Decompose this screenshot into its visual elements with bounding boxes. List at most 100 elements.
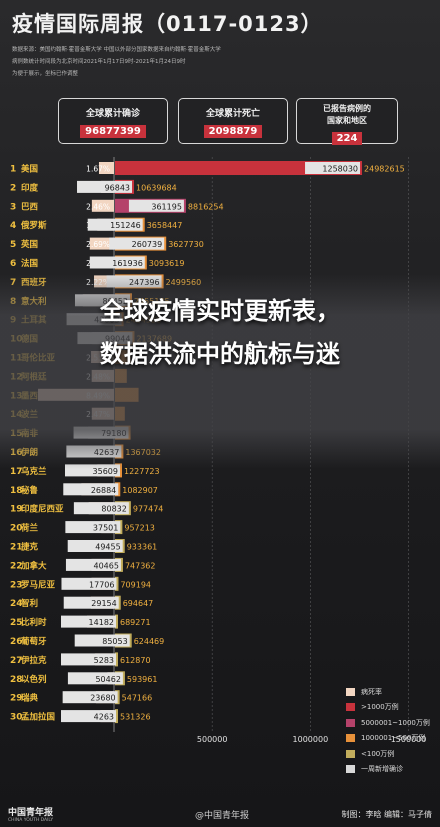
headline-overlay xyxy=(0,273,440,469)
cumulative-label: 24982615 xyxy=(364,165,405,174)
weekly-new-label: 26884 xyxy=(91,486,116,495)
weekly-new-label-bg xyxy=(67,672,123,685)
cumulative-label: 612870 xyxy=(120,656,151,665)
x-tick-label: 1500000 xyxy=(391,735,427,744)
country-label: 印度尼西亚 xyxy=(21,504,64,515)
weekly-new-label-bg xyxy=(74,634,130,647)
cumulative-label: 593961 xyxy=(127,675,158,684)
weekly-new-label-bg xyxy=(61,710,116,723)
legend-item: 1000001~500万例 xyxy=(346,731,430,747)
fatality-rate-label: 2.46% xyxy=(86,202,110,211)
rank-label: 25 xyxy=(10,618,23,628)
cumulative-label: 531326 xyxy=(120,713,151,722)
fatality-rate-bar xyxy=(89,237,114,250)
period-note: 病例数统计时间段为北京时间2021年1月17日9时-2021年1月24日9时 xyxy=(12,59,186,65)
rank-label: 26 xyxy=(10,637,23,647)
cumulative-label: 547166 xyxy=(122,694,153,703)
weekly-new-label: 161936 xyxy=(112,259,143,268)
country-label: 捷克 xyxy=(21,542,39,553)
legend-label: >1000万例 xyxy=(361,703,399,712)
cumulative-label: 624469 xyxy=(134,637,165,646)
cumulative-label: 10639684 xyxy=(136,183,177,192)
rank-label: 24 xyxy=(10,599,23,609)
weekly-new-label-bg xyxy=(65,558,121,571)
weekly-new-label: 4263 xyxy=(94,713,114,722)
cumulative-label: 933361 xyxy=(127,543,158,552)
page-title: 疫情国际周报（0117-0123） xyxy=(12,12,323,36)
weekly-new-label-bg xyxy=(305,162,361,174)
source-note: 数据来源：美国约翰斯·霍普金斯大学 中国以外部分国家数据来自约翰斯·霍普金斯大学 xyxy=(12,47,221,53)
deaths-value: 2098879 xyxy=(203,125,263,138)
cumulative-label: 3658447 xyxy=(147,221,183,230)
headline-line1: 全球疫情实时更新表， xyxy=(100,297,340,325)
rank-label: 20 xyxy=(10,524,23,534)
deaths-stat-box: 全球累计死亡 2098879 xyxy=(178,98,288,144)
country-label: 法国 xyxy=(21,258,38,269)
weekly-new-label: 1258030 xyxy=(322,165,358,174)
logo-subtext: CHINA YOUTH DAILY xyxy=(8,818,54,823)
rank-label: 5 xyxy=(10,240,16,250)
country-label: 瑞典 xyxy=(21,693,39,704)
cumulative-label: 8816254 xyxy=(188,202,224,211)
regions-stat-box: 已报告病例的 国家和地区 224 xyxy=(296,98,398,145)
rank-label: 3 xyxy=(10,202,16,212)
country-label: 巴西 xyxy=(21,202,39,212)
cumulative-label: 3627730 xyxy=(168,240,204,249)
confirmed-value: 96877399 xyxy=(80,125,146,138)
chart-legend: 病死率 >1000万例 5000001~1000万例 1000001~500万例… xyxy=(346,684,430,777)
cumulative-label: 1227723 xyxy=(124,467,160,476)
weekly-new-label: 49455 xyxy=(95,543,120,552)
rank-label: 28 xyxy=(10,675,23,685)
fatality-rate-bar xyxy=(98,162,114,174)
logo-text: 中国青年报 xyxy=(8,808,54,818)
weekly-new-bar xyxy=(115,709,118,724)
weekly-new-label-bg xyxy=(61,615,116,628)
legend-label: <100万例 xyxy=(361,749,395,758)
legend-label: 病死率 xyxy=(361,687,382,696)
weekly-new-label-bg xyxy=(77,180,133,193)
legend-label: 一周新增确诊 xyxy=(361,765,403,774)
x-tick-label: 1000000 xyxy=(293,735,329,744)
country-label: 俄罗斯 xyxy=(20,220,47,231)
weekly-new-label: 14182 xyxy=(89,618,114,627)
cumulative-label: 977474 xyxy=(133,505,164,514)
cumulative-label: 1082907 xyxy=(122,486,158,495)
rank-label: 22 xyxy=(10,561,23,571)
rank-label: 27 xyxy=(10,656,23,666)
fatality-rate-bar xyxy=(91,199,114,212)
rank-label: 18 xyxy=(10,486,23,496)
legend-item: 病死率 xyxy=(346,684,430,700)
weekly-new-label: 260739 xyxy=(132,240,163,249)
legend-item: 一周新增确诊 xyxy=(346,762,430,778)
legend-swatch xyxy=(346,749,355,758)
weekly-new-label-bg xyxy=(73,502,129,515)
weekly-new-label: 50462 xyxy=(95,675,120,684)
weekly-new-label-bg xyxy=(61,653,116,666)
rank-label: 2 xyxy=(10,183,16,193)
legend-item: >1000万例 xyxy=(346,700,430,716)
weekly-new-label: 23680 xyxy=(90,694,115,703)
weekly-new-label-bg xyxy=(63,483,119,496)
weekly-new-label-bg xyxy=(61,577,117,590)
weekly-new-label: 361195 xyxy=(151,202,182,211)
country-label: 印度 xyxy=(21,182,39,193)
legend-label: 5000001~1000万例 xyxy=(361,718,430,727)
weekly-new-label-bg xyxy=(63,596,119,609)
weekly-new-label-bg xyxy=(109,237,165,250)
country-label: 以色列 xyxy=(21,674,47,685)
weekly-new-label-bg xyxy=(65,521,121,534)
confirmed-label: 全球累计确诊 xyxy=(85,109,140,119)
rank-label: 19 xyxy=(10,505,23,515)
weekly-new-bar xyxy=(115,614,118,629)
rank-label: 21 xyxy=(10,543,23,553)
weekly-new-label: 35609 xyxy=(93,467,118,476)
country-label: 伊拉克 xyxy=(20,655,47,666)
rank-label: 29 xyxy=(10,694,23,704)
cumulative-label: 957213 xyxy=(124,524,155,533)
rank-label: 1 xyxy=(10,165,16,175)
rank-label: 6 xyxy=(10,259,16,269)
country-label: 英国 xyxy=(20,239,38,250)
regions-label-line2: 国家和地区 xyxy=(327,116,367,125)
fatality-rate-label: 1.67% xyxy=(86,165,110,174)
